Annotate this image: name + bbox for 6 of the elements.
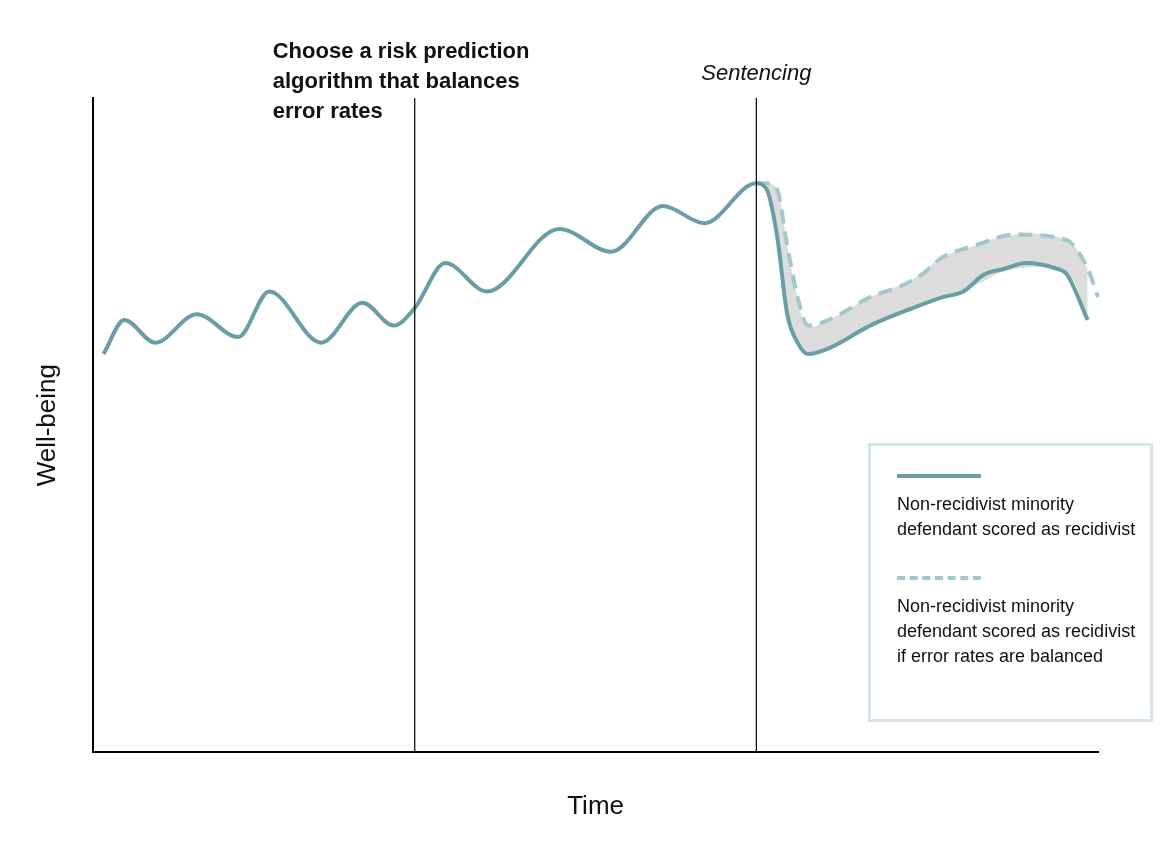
legend-label: Non-recidivist minority defendant scored as recidivist if error rates are balanced [897, 595, 1136, 669]
x-axis-title: Time [567, 789, 625, 820]
y-axis-title: Well-being [30, 364, 61, 487]
text: Sentencing [701, 60, 813, 85]
text: Choose a risk prediction algorithm that balances error rates [272, 38, 530, 123]
legend-label: Non-recidivist minority defendant scored as recidivist [897, 493, 1136, 542]
